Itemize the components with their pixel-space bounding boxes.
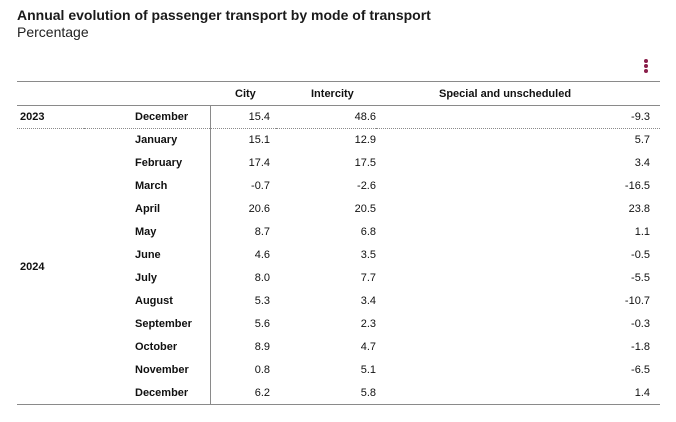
special-cell: 1.4	[376, 381, 660, 405]
special-cell: -16.5	[624, 180, 650, 192]
table-row: March -0.7 -2.6 -16.5	[17, 174, 660, 198]
special-cell: 3.4	[634, 157, 650, 169]
special-cell: 23.8	[628, 203, 650, 215]
month-cell: November	[84, 358, 211, 382]
kebab-dot	[644, 69, 648, 73]
year-cell: 2023	[17, 105, 84, 129]
table-row: November 0.8 5.1 -6.5	[17, 358, 660, 382]
special-cell: -9.3	[376, 105, 660, 129]
special-cell: -0.5	[631, 249, 650, 261]
intercity-cell: -2.6	[357, 180, 376, 192]
intercity-cell: 3.4	[360, 295, 376, 307]
city-cell: 5.6	[254, 318, 270, 330]
intercity-cell: 7.7	[360, 272, 376, 284]
column-header-city: City	[210, 81, 276, 106]
month-cell: April	[84, 197, 211, 221]
special-cell: 1.1	[634, 226, 650, 238]
table-row: 2023 December 15.4 48.6 -9.3	[17, 105, 660, 129]
special-cell: -0.3	[631, 318, 650, 330]
month-cell: March	[84, 174, 211, 198]
intercity-cell: 5.1	[360, 364, 376, 376]
month-cell: December	[84, 381, 211, 405]
table-row: December 6.2 5.8 1.4	[17, 381, 660, 405]
table-row: 2024 January 15.1 12.9 5.7	[17, 128, 660, 405]
kebab-menu-icon[interactable]	[642, 59, 650, 75]
table-row: April 20.6 20.5 23.8	[17, 197, 660, 221]
special-cell: -1.8	[631, 341, 650, 353]
month-cell: July	[84, 266, 211, 290]
data-table: City Intercity Special and unscheduled 2…	[17, 81, 660, 405]
month-cell: October	[84, 335, 211, 359]
table-row: June 4.6 3.5 -0.5	[17, 243, 660, 267]
column-header-month	[84, 81, 210, 106]
month-cell: June	[84, 243, 211, 267]
city-cell: -0.7	[251, 180, 270, 192]
city-cell: 17.4	[248, 157, 270, 169]
intercity-cell: 48.6	[276, 105, 376, 129]
month-cell: January	[84, 128, 211, 152]
year-cell: 2024	[17, 128, 84, 405]
table-row: February 17.4 17.5 3.4	[17, 151, 660, 175]
special-cell: -10.7	[624, 295, 650, 307]
page-subtitle: Percentage	[17, 24, 89, 40]
city-cell: 20.6	[248, 203, 270, 215]
city-cell: 15.1	[248, 134, 270, 147]
city-cell: 15.4	[210, 105, 276, 129]
special-cell: -6.5	[631, 364, 650, 376]
table-row: July 8.0 7.7 -5.5	[17, 266, 660, 290]
intercity-cell: 4.7	[360, 341, 376, 353]
month-cell: May	[84, 220, 211, 244]
intercity-cell: 2.3	[360, 318, 376, 330]
city-cell: 4.6	[254, 249, 270, 261]
intercity-cell: 12.9	[354, 134, 376, 147]
kebab-dot	[644, 59, 648, 63]
intercity-cell: 20.5	[354, 203, 376, 215]
special-cell: -5.5	[631, 272, 650, 284]
special-cell: 5.7	[634, 134, 650, 147]
column-header-intercity: Intercity	[276, 81, 376, 106]
month-cell: August	[84, 289, 211, 313]
intercity-cell: 17.5	[354, 157, 376, 169]
kebab-dot	[644, 64, 648, 68]
month-cell: September	[84, 312, 211, 336]
column-header-special: Special and unscheduled	[376, 81, 660, 106]
city-cell: 8.9	[254, 341, 270, 353]
table-row: August 5.3 3.4 -10.7	[17, 289, 660, 313]
intercity-cell: 5.8	[276, 381, 376, 405]
city-cell: 5.3	[254, 295, 270, 307]
column-header-year	[17, 81, 84, 106]
city-cell: 8.7	[254, 226, 270, 238]
intercity-cell: 3.5	[360, 249, 376, 261]
city-cell: 8.0	[254, 272, 270, 284]
city-cell: 0.8	[254, 364, 270, 376]
table-row: October 8.9 4.7 -1.8	[17, 335, 660, 359]
month-cell: December	[84, 105, 211, 129]
city-cell: 6.2	[210, 381, 276, 405]
intercity-cell: 6.8	[360, 226, 376, 238]
month-cell: February	[84, 151, 211, 175]
table-row: May 8.7 6.8 1.1	[17, 220, 660, 244]
table-header-row: City Intercity Special and unscheduled	[17, 81, 660, 106]
page-title: Annual evolution of passenger transport …	[17, 7, 431, 23]
table-row: September 5.6 2.3 -0.3	[17, 312, 660, 336]
